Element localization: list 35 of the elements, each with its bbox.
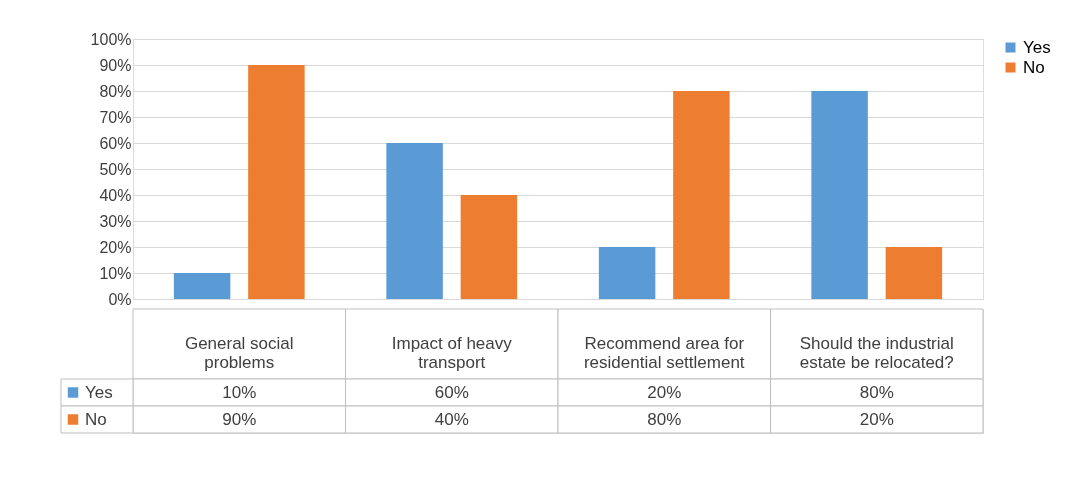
data-label: 90% bbox=[222, 409, 257, 429]
bar bbox=[598, 247, 656, 299]
legend-label: Yes bbox=[85, 382, 113, 402]
y-tick-label: 10% bbox=[99, 264, 132, 282]
y-tick-label: 20% bbox=[99, 238, 132, 256]
data-label: 20% bbox=[859, 409, 894, 429]
y-tick-label: 0% bbox=[108, 290, 132, 308]
data-label: 10% bbox=[222, 382, 257, 402]
data-label: 40% bbox=[434, 409, 469, 429]
y-tick-label: 30% bbox=[99, 212, 132, 230]
y-tick-label: 60% bbox=[99, 134, 132, 152]
bar bbox=[673, 91, 730, 299]
text: Yes bbox=[1023, 37, 1051, 57]
data-label: 80% bbox=[859, 382, 894, 402]
y-tick-label: 90% bbox=[99, 56, 132, 74]
x-tick-label: General social problems bbox=[184, 334, 294, 372]
data-label: 60% bbox=[434, 382, 469, 402]
bar bbox=[811, 91, 868, 299]
data-label: 20% bbox=[647, 382, 682, 402]
bar bbox=[173, 273, 231, 299]
text: No bbox=[85, 409, 107, 429]
y-tick-label: 80% bbox=[99, 82, 132, 100]
x-tick-label: Recommend area for residential settlement bbox=[583, 334, 745, 372]
x-tick-label: Impact of heavy transport bbox=[391, 334, 513, 372]
y-tick-label: 100% bbox=[90, 30, 132, 48]
bar bbox=[460, 195, 518, 299]
x-tick-label: Should the industrial estate be relocated? bbox=[799, 334, 954, 372]
legend-label: No bbox=[1023, 57, 1045, 77]
bar bbox=[386, 143, 443, 299]
bar bbox=[248, 65, 305, 299]
y-tick-label: 50% bbox=[99, 160, 132, 178]
data-label: 80% bbox=[647, 409, 682, 429]
y-tick-label: 70% bbox=[99, 108, 132, 126]
bar bbox=[885, 247, 943, 299]
y-tick-label: 40% bbox=[99, 186, 132, 204]
